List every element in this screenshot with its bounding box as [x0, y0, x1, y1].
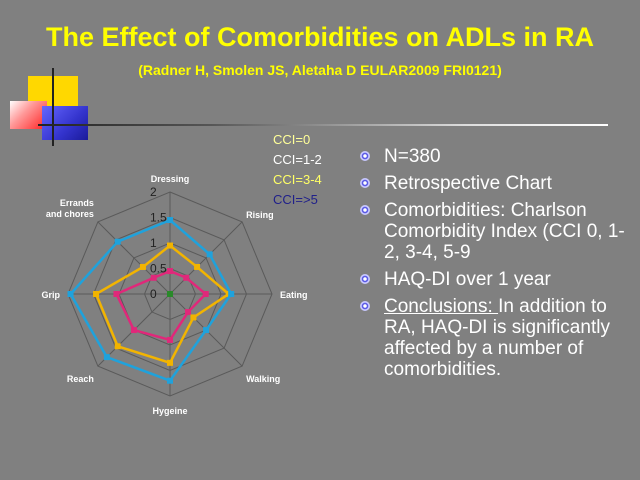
page-title: The Effect of Comorbidities on ADLs in R…: [45, 22, 594, 52]
data-point: [139, 263, 146, 270]
data-point: [67, 291, 74, 297]
category-label: Walking: [246, 374, 280, 384]
legend-entry: CCI=1-2: [273, 152, 322, 167]
bullet-icon: [360, 178, 370, 188]
data-point: [93, 291, 100, 297]
grid-spoke: [97, 221, 171, 295]
data-point: [103, 354, 110, 361]
data-point: [190, 314, 197, 321]
category-label: Hygeine: [152, 406, 187, 416]
data-point: [114, 238, 121, 245]
data-point: [114, 343, 121, 350]
category-label: Dressing: [151, 174, 190, 184]
series-line: [114, 269, 208, 342]
page-subtitle: (Radner H, Smolen JS, Aletaha D EULAR200…: [138, 62, 502, 78]
tick-label: 1: [150, 236, 157, 250]
data-point: [228, 291, 235, 297]
tick-label: 1.5: [150, 211, 167, 225]
data-point: [167, 336, 173, 343]
bullet-comorbidities: Comorbidities: Charlson Comorbidity Inde…: [360, 200, 630, 263]
data-point: [194, 263, 201, 270]
data-point: [150, 274, 157, 281]
data-point: [167, 268, 173, 275]
data-point: [167, 377, 173, 384]
data-point: [206, 251, 213, 258]
legend-entry: CCI=3-4: [273, 172, 322, 187]
tick-label: 0.5: [150, 262, 167, 276]
data-point: [167, 359, 173, 366]
legend-entry: CCI=>5: [273, 192, 318, 207]
data-point: [167, 217, 173, 224]
bullet-n: N=380: [360, 146, 630, 167]
tick-label: 2: [150, 185, 157, 199]
data-point: [183, 274, 190, 281]
bullet-icon: [360, 274, 370, 284]
data-point: [203, 327, 210, 334]
data-point: [113, 291, 120, 297]
category-label: Reach: [67, 374, 94, 384]
title-divider: [38, 124, 608, 126]
bullet-study-type: Retrospective Chart: [360, 173, 630, 194]
bullet-icon: [360, 205, 370, 215]
grid-spoke: [169, 221, 243, 295]
tick-label: 0: [150, 287, 157, 301]
deco-blue-square: [42, 106, 88, 140]
bullet-list: N=380 Retrospective Chart Comorbidities:…: [360, 146, 630, 386]
bullet-icon: [360, 151, 370, 161]
bullet-conclusions: Conclusions: In addition to RA, HAQ-DI i…: [360, 296, 630, 380]
category-label: Grip: [41, 290, 60, 300]
data-point: [167, 291, 173, 297]
bullet-haq-di: HAQ-DI over 1 year: [360, 269, 630, 290]
category-label: Rising: [246, 210, 274, 220]
deco-vertical-line: [52, 68, 54, 146]
chart-legend: CCI=0 CCI=1-2 CCI=3-4 CCI=>5: [273, 132, 322, 207]
category-label: Eating: [280, 290, 308, 300]
data-point: [185, 309, 192, 316]
data-point: [167, 242, 173, 249]
bullet-icon: [360, 301, 370, 311]
category-label: Errands and chores: [46, 198, 94, 219]
data-point: [202, 291, 209, 297]
legend-entry: CCI=0: [273, 132, 310, 147]
data-point: [130, 327, 137, 334]
